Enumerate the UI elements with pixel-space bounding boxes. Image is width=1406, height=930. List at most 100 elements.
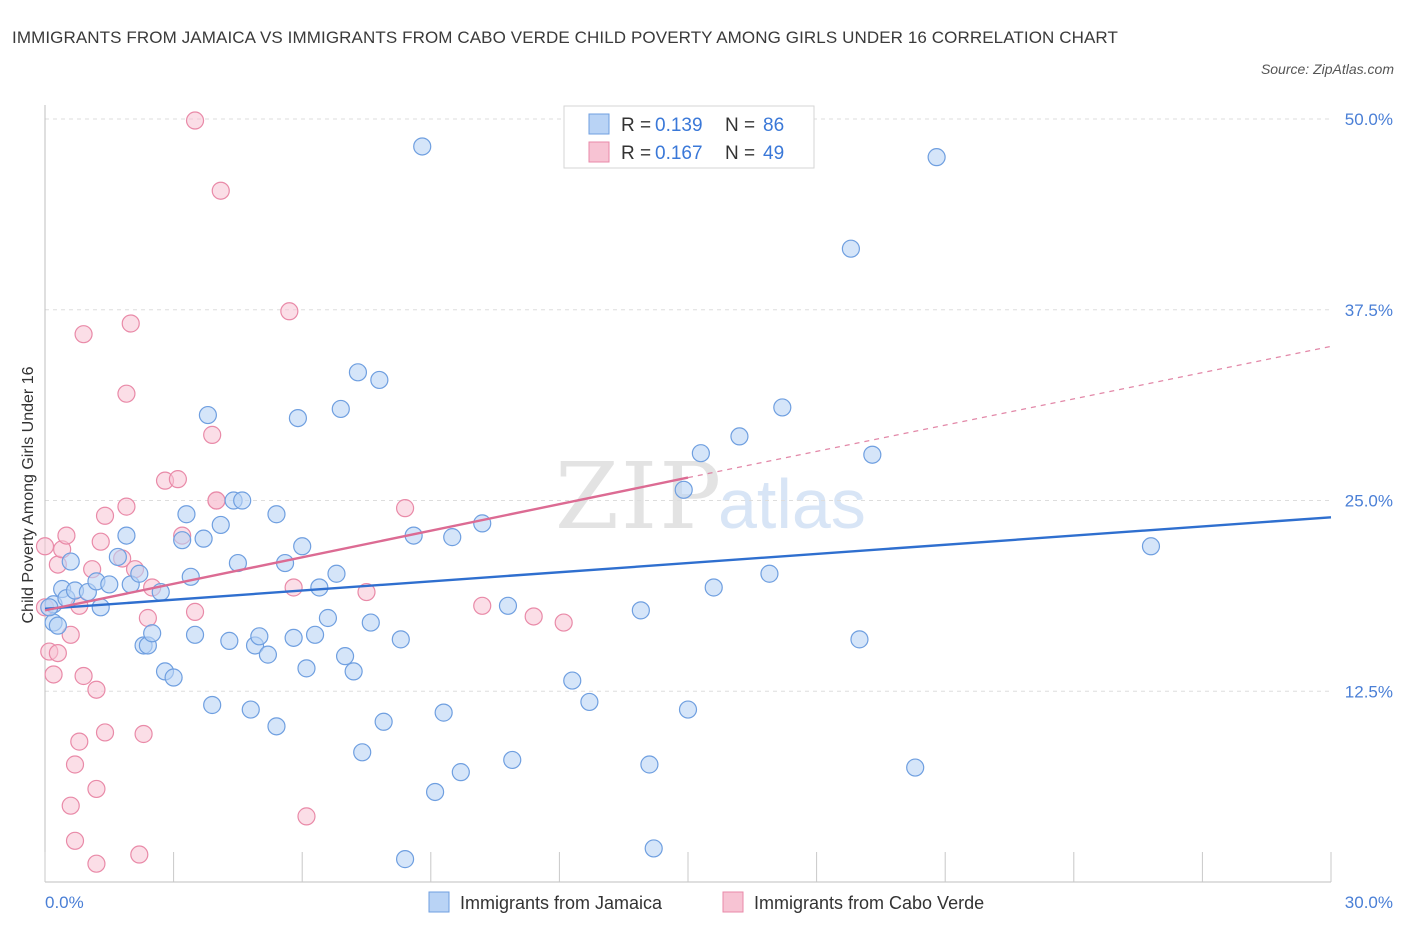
- jamaica-point-71: [644, 839, 663, 858]
- caboverde-point-16: [87, 779, 106, 799]
- jamaica-point-47: [327, 564, 346, 583]
- jamaica-point-38: [267, 505, 286, 524]
- jamaica-point-35: [250, 627, 269, 646]
- caboverde-point-36: [203, 425, 222, 444]
- caboverde-point-17: [87, 680, 106, 699]
- trend-lines: [44, 345, 1332, 612]
- jamaica-point-45: [310, 578, 329, 597]
- caboverde-point-9: [65, 755, 85, 774]
- caboverde-point-19: [91, 532, 110, 551]
- legend-n-label-2: N =: [725, 143, 755, 164]
- legend-r-value-1: 0.139: [655, 115, 703, 136]
- caboverde-point-24: [117, 384, 136, 403]
- jamaica-point-69: [631, 601, 650, 620]
- jamaica-point-68: [580, 692, 599, 712]
- series-legend: Immigrants from Jamaica Immigrants from …: [428, 891, 984, 913]
- jamaica-point-60: [425, 782, 445, 802]
- caboverde-point-35: [185, 602, 205, 621]
- bottom-legend-swatch-jamaica: [428, 891, 450, 913]
- caboverde-point-41: [284, 578, 303, 597]
- y-tick-label-3: 50.0%: [1345, 110, 1393, 129]
- y-tick-labels: 12.5% 25.0% 37.5% 50.0%: [1345, 110, 1393, 701]
- jamaica-point-83: [927, 148, 946, 167]
- caboverde-point-46: [524, 607, 543, 626]
- jamaica-point-2: [48, 616, 67, 635]
- y-axis-title: Child Poverty Among Girls Under 16: [20, 366, 37, 623]
- jamaica-point-22: [177, 505, 196, 524]
- jamaica-point-46: [318, 608, 338, 628]
- caboverde-trend-line: [44, 476, 689, 612]
- jamaica-trend-line: [44, 516, 1332, 611]
- caboverde-point-45: [473, 596, 492, 615]
- jamaica-point-61: [434, 703, 453, 722]
- jamaica-point-12: [117, 526, 136, 545]
- bottom-legend-label-jamaica: Immigrants from Jamaica: [460, 893, 663, 913]
- caboverde-point-12: [70, 732, 89, 751]
- jamaica-point-27: [203, 695, 222, 715]
- jamaica-point-9: [91, 598, 110, 617]
- legend-r-label-2: R =: [621, 143, 651, 164]
- jamaica-point-41: [288, 408, 308, 428]
- caboverde-point-4: [48, 643, 67, 663]
- jamaica-point-33: [241, 700, 260, 719]
- jamaica-point-80: [850, 630, 869, 649]
- watermark-zip: ZIP: [555, 443, 723, 550]
- x-ticks: [44, 852, 1332, 882]
- grid-lines: [45, 118, 1331, 692]
- jamaica-point-84: [1141, 537, 1161, 556]
- jamaica-point-17: [143, 624, 162, 643]
- caboverde-point-2: [44, 665, 63, 684]
- legend-swatch-caboverde: [588, 141, 610, 163]
- caboverde-point-28: [134, 724, 153, 744]
- caboverde-point-42: [297, 807, 316, 826]
- legend-n-label-1: N =: [725, 115, 755, 136]
- caboverde-point-7: [61, 796, 80, 815]
- jamaica-point-11: [108, 547, 127, 567]
- legend-n-value-1: 86: [763, 115, 784, 136]
- jamaica-point-44: [305, 625, 325, 644]
- jamaica-point-55: [374, 712, 393, 731]
- caboverde-point-43: [357, 582, 376, 602]
- jamaica-point-43: [297, 659, 316, 678]
- series-jamaica-points-front: [40, 137, 1161, 869]
- jamaica-point-10: [100, 575, 119, 594]
- chart-title: IMMIGRANTS FROM JAMAICA VS IMMIGRANTS FR…: [12, 28, 1118, 47]
- jamaica-point-20: [164, 668, 183, 687]
- bottom-legend-swatch-caboverde: [722, 891, 744, 913]
- series-jamaica-points: [35, 111, 573, 873]
- jamaica-point-23: [181, 567, 200, 586]
- legend-r-value-2: 0.167: [655, 143, 703, 164]
- caboverde-point-25: [121, 314, 140, 333]
- caboverde-point-8: [61, 625, 80, 644]
- jamaica-point-21: [173, 531, 192, 550]
- caboverde-point-10: [65, 831, 85, 850]
- caboverde-point-27: [130, 845, 149, 864]
- y-tick-label-0: 12.5%: [1345, 682, 1393, 701]
- jamaica-point-66: [503, 750, 522, 770]
- jamaica-point-40: [284, 628, 303, 647]
- jamaica-point-73: [678, 700, 698, 719]
- y-tick-label-2: 37.5%: [1345, 301, 1393, 320]
- jamaica-point-59: [413, 137, 432, 156]
- caboverde-point-14: [74, 666, 93, 686]
- correlation-legend: R = 0.139 N = 86 R = 0.167 N = 49: [563, 105, 815, 169]
- jamaica-point-77: [760, 564, 779, 583]
- caboverde-point-40: [280, 302, 299, 321]
- caboverde-point-21: [95, 506, 115, 525]
- jamaica-point-57: [395, 850, 415, 869]
- jamaica-point-78: [773, 398, 792, 417]
- jamaica-point-64: [473, 514, 492, 533]
- x-tick-label-0: 0.0%: [45, 893, 84, 912]
- jamaica-point-72: [674, 480, 693, 499]
- caboverde-point-38: [207, 491, 226, 510]
- caboverde-point-34: [185, 111, 205, 130]
- jamaica-point-5: [61, 552, 80, 571]
- jamaica-point-49: [335, 647, 355, 666]
- jamaica-point-52: [353, 743, 372, 762]
- jamaica-point-28: [211, 515, 230, 535]
- caboverde-point-29: [138, 608, 157, 628]
- caboverde-point-6: [57, 526, 76, 545]
- jamaica-point-75: [704, 578, 723, 597]
- jamaica-point-67: [563, 671, 582, 690]
- jamaica-point-48: [331, 399, 350, 419]
